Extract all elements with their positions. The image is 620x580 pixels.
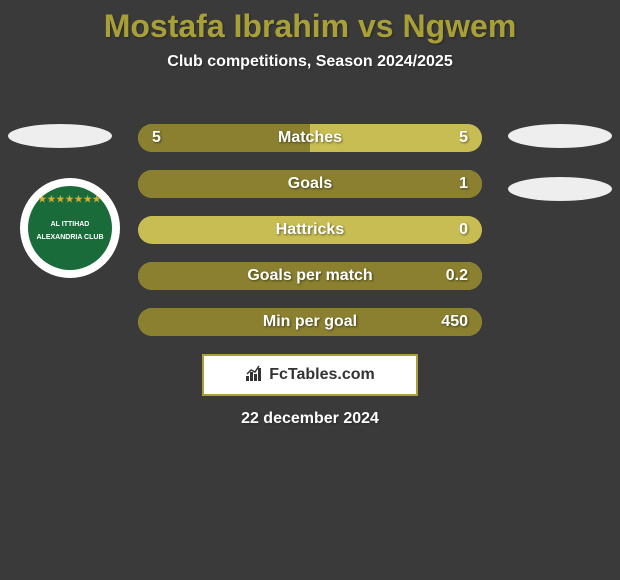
stat-label: Matches <box>278 129 342 147</box>
stat-value-right: 0 <box>459 221 468 239</box>
infographic-container: Mostafa Ibrahim vs Ngwem Club competitio… <box>0 0 620 580</box>
stat-bar: Hattricks 0 <box>138 216 482 244</box>
player-right-avatar-1 <box>508 124 612 148</box>
stat-label: Min per goal <box>263 313 357 331</box>
club-badge: ★★★★★★★ AL ITTIHAD ALEXANDRIA CLUB <box>20 178 120 278</box>
stat-bar: Min per goal 450 <box>138 308 482 336</box>
stat-label: Hattricks <box>276 221 344 239</box>
stat-value-right: 450 <box>441 313 468 331</box>
brand-text: FcTables.com <box>269 366 375 384</box>
stat-value-right: 5 <box>459 129 468 147</box>
club-subtext: ALEXANDRIA CLUB <box>36 234 103 241</box>
stat-bar: Goals 1 <box>138 170 482 198</box>
season-subtitle: Club competitions, Season 2024/2025 <box>0 53 620 71</box>
club-name: AL ITTIHAD <box>51 221 90 228</box>
player-left-avatar <box>8 124 112 148</box>
stat-value-right: 1 <box>459 175 468 193</box>
stat-label: Goals per match <box>247 267 372 285</box>
chart-icon <box>245 364 265 387</box>
stats-area: 5 Matches 5 Goals 1 Hattricks 0 Goals per match… <box>138 124 482 354</box>
stat-label: Goals <box>288 175 332 193</box>
stat-value-right: 0.2 <box>446 267 468 285</box>
date-text: 22 december 2024 <box>0 410 620 428</box>
club-badge-inner: ★★★★★★★ AL ITTIHAD ALEXANDRIA CLUB <box>28 186 112 270</box>
stat-value-left: 5 <box>152 129 161 147</box>
stat-bar: Goals per match 0.2 <box>138 262 482 290</box>
player-right-avatar-2 <box>508 177 612 201</box>
brand-box[interactable]: FcTables.com <box>202 354 418 396</box>
stat-bar: 5 Matches 5 <box>138 124 482 152</box>
comparison-title: Mostafa Ibrahim vs Ngwem <box>0 0 620 45</box>
club-stars-icon: ★★★★★★★ <box>38 194 101 205</box>
